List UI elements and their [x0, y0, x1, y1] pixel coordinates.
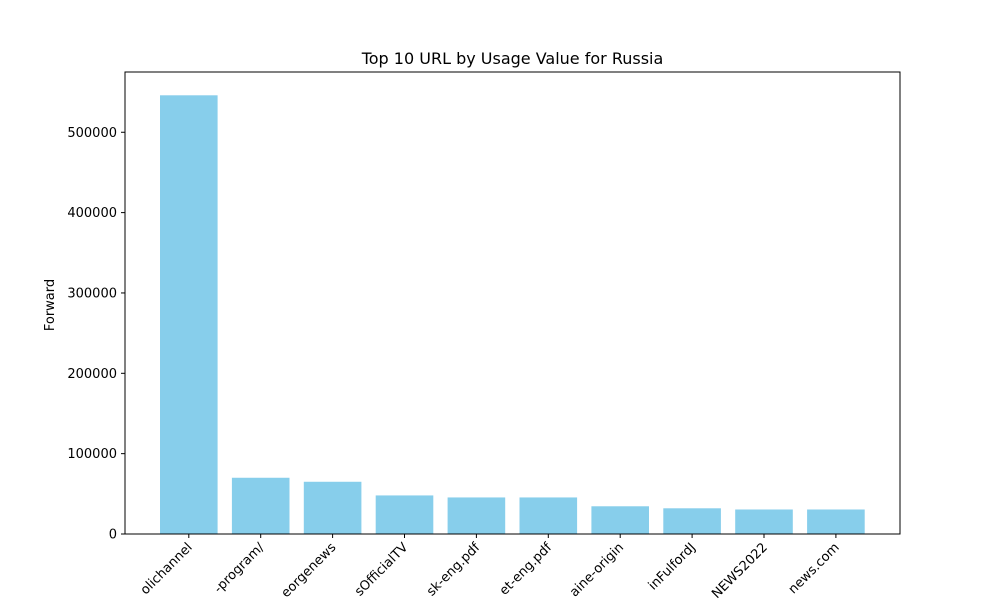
plot-frame: [124, 71, 901, 535]
y-tick-label-3: 300000: [67, 286, 117, 301]
x-tick-label-9: news.com: [786, 540, 843, 597]
x-tick-label-3: sOfficialTV: [352, 540, 411, 599]
bar-0: [160, 95, 218, 535]
bar-7: [663, 508, 721, 534]
bar-4: [447, 497, 506, 534]
bar-9: [807, 509, 865, 534]
bar-3: [375, 495, 434, 534]
x-tick-label-6: aine-origin: [567, 540, 627, 600]
chart-title: Top 10 URL by Usage Value for Russia: [361, 49, 664, 68]
x-tick-label-7: inFulfordJ: [646, 540, 699, 593]
bar-2: [303, 481, 362, 534]
x-tick-label-8: NEWS2022: [709, 540, 771, 600]
y-tick-label-5: 500000: [67, 126, 117, 141]
y-tick-label-4: 400000: [67, 206, 117, 221]
x-tick-label-1: -program/: [211, 540, 268, 597]
y-tick-label-1: 100000: [67, 447, 117, 462]
x-ticks-group: olichannel -program/eorgenews sOfficialTV s…: [138, 534, 843, 600]
bar-5: [519, 497, 578, 534]
x-tick-label-5: et-eng.pdf: [497, 540, 556, 599]
y-tick-label-2: 200000: [67, 367, 117, 382]
y-ticks-group: 0 100000 200000 300000 400000 500000: [67, 126, 125, 543]
y-tick-label-0: 0: [109, 528, 117, 543]
x-tick-label-0: olichannel: [138, 540, 196, 598]
x-tick-label-2: eorgenews: [279, 540, 340, 600]
bar-1: [231, 477, 290, 534]
bar-6: [591, 506, 649, 534]
y-axis-label: Forward: [43, 279, 58, 331]
bars-group: [160, 95, 865, 535]
bar-8: [735, 509, 793, 534]
x-tick-label-4: sk-eng.pdf: [424, 540, 483, 599]
